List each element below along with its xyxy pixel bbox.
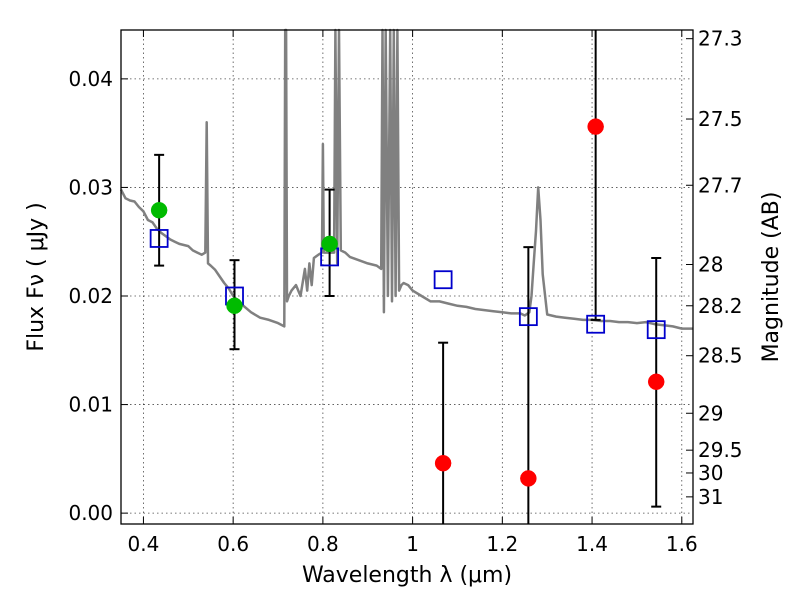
grid-layer — [121, 30, 693, 524]
x-axis-label: Wavelength λ (μm) — [302, 563, 512, 588]
y2-tick-label: 30 — [698, 461, 723, 485]
model-photometry-square — [149, 229, 169, 248]
errorbar-layer — [154, 30, 662, 524]
y-tick-label: 0.02 — [68, 284, 113, 308]
non-detection-point — [587, 118, 604, 135]
y2-tick-label: 27.5 — [698, 107, 743, 131]
axis-layer: 0.4 0.6 0.8 1 1.2 1.4 1.6 0.00 0.01 0.02 0.03 0.04 2… — [68, 27, 742, 556]
detection-point — [226, 297, 243, 315]
non-detection-point — [520, 470, 537, 487]
x-tick-label: 0.6 — [217, 532, 249, 556]
non-detection-point — [434, 454, 452, 472]
y-tick-label: 0.00 — [68, 501, 113, 525]
x-tick-label: 0.8 — [307, 532, 339, 556]
y-axis-label: Flux Fν ( μJy ) — [24, 202, 49, 351]
model-sed-line — [119, 28, 693, 330]
marker-layer — [149, 118, 666, 487]
plot-frame — [120, 29, 694, 525]
y2-tick-label: 27.3 — [698, 27, 743, 51]
model-photometry-square — [433, 270, 453, 290]
y-tick-label: 0.04 — [68, 67, 113, 91]
y2-tick-label: 28.2 — [698, 294, 743, 318]
x-tick-label: 1.2 — [486, 532, 518, 556]
y2-tick-label: 27.7 — [698, 173, 743, 197]
model-photometry-square — [646, 320, 666, 340]
y2-tick-label: 29.5 — [698, 438, 743, 462]
non-detection-point — [647, 373, 665, 391]
y2-tick-label: 29 — [698, 401, 723, 425]
y-tick-label: 0.03 — [68, 175, 113, 199]
y2-tick-label: 28.5 — [698, 344, 743, 368]
model-photometry-square — [586, 314, 606, 334]
model-photometry-square — [518, 307, 538, 327]
detection-point — [321, 235, 338, 253]
x-tick-label: 1.4 — [576, 532, 608, 556]
y2-tick-label: 31 — [698, 485, 723, 509]
y2-tick-label: 28 — [698, 253, 723, 277]
x-tick-label: 0.4 — [128, 532, 160, 556]
detection-point — [150, 201, 168, 219]
y-tick-label: 0.01 — [68, 393, 113, 417]
y2-axis-label: Magnitude (AB) — [759, 192, 784, 363]
sed-layer — [119, 28, 693, 330]
x-tick-label: 1 — [406, 532, 419, 556]
x-tick-label: 1.6 — [666, 532, 698, 556]
